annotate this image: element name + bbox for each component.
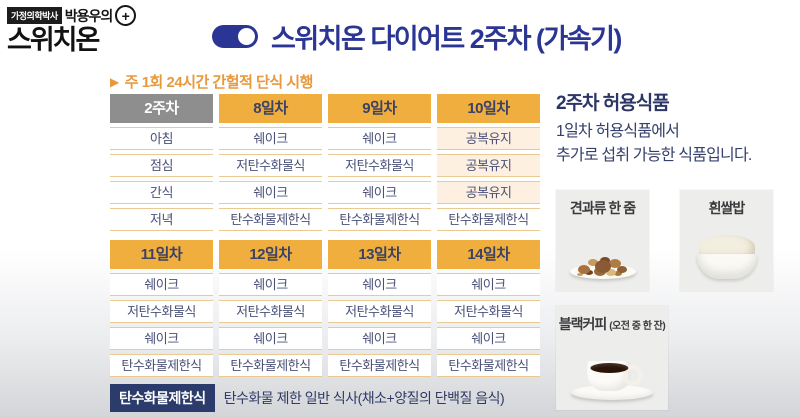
legend-note: 탄수화물제한식 탄수화물 제한 일반 식사(채소+양질의 단백질 음식): [110, 384, 505, 412]
table-cell: 쉐이크: [328, 127, 431, 150]
table-cell: 탄수화물제한식: [328, 354, 431, 377]
fasting-subtitle-text: 주 1회 24시간 간헐적 단식 시행: [124, 74, 314, 91]
food-card-coffee: 블랙커피 (오전 중 한 잔): [556, 306, 668, 410]
table-cell: 쉐이크: [110, 273, 213, 296]
logo-brand: 스위치온: [7, 25, 100, 55]
food-card-nuts: 견과류 한 줌: [556, 190, 649, 291]
nuts-plate-icon: [556, 216, 649, 291]
logo-badge: 가정의학박사: [7, 7, 62, 24]
table-cell-fasting: 공복유지: [437, 154, 540, 177]
food-card-rice: 흰쌀밥: [680, 190, 773, 291]
table-cell: 쉐이크: [219, 273, 322, 296]
table-cell: 쉐이크: [110, 327, 213, 350]
cup-shape: [587, 361, 643, 391]
allowed-foods-heading: 2주차 허용식품: [556, 93, 670, 114]
coffee-surface-shape: [590, 363, 629, 373]
page-title: 스위치온 다이어트 2주차 (가속기): [271, 24, 622, 54]
table-cell: 쉐이크: [219, 127, 322, 150]
coffee-cup-icon: [556, 332, 668, 410]
row-label-dinner: 저녁: [110, 208, 213, 231]
table-cell: 쉐이크: [328, 273, 431, 296]
schedule-table-days-11-14: 11일차 12일차 13일차 14일차 쉐이크 쉐이크 쉐이크 쉐이크 저탄수화…: [110, 240, 540, 377]
table-cell: 쉐이크: [437, 327, 540, 350]
table-cell-fasting: 공복유지: [437, 181, 540, 204]
table-header-day9: 9일차: [328, 94, 431, 123]
triangle-bullet-icon: ▶: [110, 74, 119, 89]
allowed-foods-description: 1일차 허용식품에서 추가로 섭취 가능한 식품입니다.: [556, 120, 752, 168]
table-header-day14: 14일차: [437, 240, 540, 269]
table-cell: 쉐이크: [328, 327, 431, 350]
table-cell: 탄수화물제한식: [437, 208, 540, 231]
logo-top-row: 가정의학박사 박용우의 +: [7, 5, 137, 26]
coffee-sublabel: (오전 중 한 잔): [609, 321, 666, 332]
row-label-lunch: 점심: [110, 154, 213, 177]
rice-bowl-icon: [680, 216, 773, 291]
table-header-week: 2주차: [110, 94, 213, 123]
nuts-shape: [594, 260, 611, 273]
cup-handle-shape: [623, 365, 643, 386]
table-cell: 쉐이크: [219, 327, 322, 350]
legend-definition: 탄수화물 제한 일반 식사(채소+양질의 단백질 음식): [223, 390, 505, 406]
table-cell: 쉐이크: [219, 181, 322, 204]
bowl-shape: [696, 254, 757, 279]
table-cell: 탄수화물제한식: [328, 208, 431, 231]
table-cell: 탄수화물제한식: [219, 208, 322, 231]
table-header-day12: 12일차: [219, 240, 322, 269]
table-cell: 저탄수화물식: [328, 154, 431, 177]
table-cell: 탄수화물제한식: [219, 354, 322, 377]
table-cell: 쉐이크: [437, 273, 540, 296]
table-header-day8: 8일차: [219, 94, 322, 123]
table-cell: 저탄수화물식: [219, 154, 322, 177]
logo: 가정의학박사 박용우의 + 스위치온: [7, 5, 137, 55]
table-header-day11: 11일차: [110, 240, 213, 269]
plus-icon: +: [115, 5, 137, 26]
schedule-table-days-8-10: 2주차 8일차 9일차 10일차 아침 쉐이크 쉐이크 공복유지 점심 저탄수화…: [110, 94, 540, 231]
food-card-label: 블랙커피 (오전 중 한 잔): [556, 306, 668, 334]
title-row: 스위치온 다이어트 2주차 (가속기): [212, 17, 622, 56]
fasting-subtitle: ▶ 주 1회 24시간 간헐적 단식 시행: [110, 71, 313, 92]
allowed-foods-desc-line2: 추가로 섭취 가능한 식품입니다.: [556, 147, 752, 164]
table-cell: 저탄수화물식: [437, 300, 540, 323]
table-cell: 탄수화물제한식: [437, 354, 540, 377]
logo-author: 박용우의: [64, 7, 114, 24]
table-header-day13: 13일차: [328, 240, 431, 269]
toggle-on-icon: [212, 25, 258, 48]
table-cell: 저탄수화물식: [110, 300, 213, 323]
table-cell: 저탄수화물식: [328, 300, 431, 323]
legend-term: 탄수화물제한식: [110, 384, 215, 412]
table-cell-fasting: 공복유지: [437, 127, 540, 150]
food-card-label: 흰쌀밥: [708, 200, 746, 216]
row-label-breakfast: 아침: [110, 127, 213, 150]
table-cell: 쉐이크: [328, 181, 431, 204]
coffee-label: 블랙커피: [558, 316, 608, 332]
table-cell: 저탄수화물식: [219, 300, 322, 323]
row-label-snack: 간식: [110, 181, 213, 204]
table-header-day10: 10일차: [437, 94, 540, 123]
saucer-shape: [571, 385, 653, 400]
table-cell: 탄수화물제한식: [110, 354, 213, 377]
food-card-label: 견과류 한 줌: [569, 200, 636, 216]
allowed-foods-desc-line1: 1일차 허용식품에서: [556, 123, 680, 140]
